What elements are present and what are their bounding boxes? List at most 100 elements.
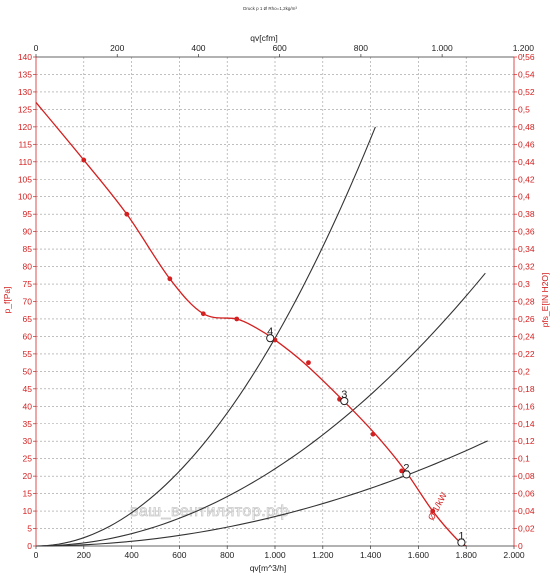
y-left-tick-label: 15 xyxy=(23,489,33,499)
grid-layer xyxy=(36,57,514,546)
y-right-tick-label: 0,28 xyxy=(518,297,535,307)
y-right-tick-label: 0,46 xyxy=(518,139,535,149)
system-curve xyxy=(35,126,376,547)
y-left-tick-label: 20 xyxy=(23,471,33,481)
operating-point-label: 2 xyxy=(403,462,409,474)
x-bottom-tick-label: 1.600 xyxy=(408,550,430,560)
y-right-tick-label: 0 xyxy=(518,541,523,551)
y-right-tick-label: 0,04 xyxy=(518,506,535,516)
system-curves-layer xyxy=(35,126,488,547)
x-top-axis-title: qv[cfm] xyxy=(250,33,277,43)
x-bottom-tick-label: 1.800 xyxy=(456,550,478,560)
curve-marker xyxy=(200,311,206,317)
operating-point-label: 1 xyxy=(458,531,464,543)
x-bottom-tick-label: 800 xyxy=(220,550,234,560)
y-left-tick-label: 90 xyxy=(23,227,33,237)
x-top-tick-label: 1.000 xyxy=(431,43,453,53)
curve-marker xyxy=(81,157,87,163)
system-curve xyxy=(35,272,486,547)
y-right-tick-label: 0,4 xyxy=(518,192,530,202)
y-left-tick-label: 30 xyxy=(23,436,33,446)
pressure-curve-layer xyxy=(35,101,467,547)
y-right-tick-label: 0,38 xyxy=(518,209,535,219)
y-left-axis-title: p_f[Pa] xyxy=(2,287,12,314)
y-left-tick-label: 135 xyxy=(18,69,32,79)
y-right-tick-label: 0,22 xyxy=(518,349,535,359)
x-top-tick-label: 200 xyxy=(110,43,124,53)
y-left-tick-label: 45 xyxy=(23,384,33,394)
x-bottom-tick-label: 2.000 xyxy=(503,550,525,560)
y-left-tick-label: 115 xyxy=(18,139,32,149)
curve-marker xyxy=(167,276,173,282)
chart-header: Druck p 1 Ø Rho=1,2kg/m³ xyxy=(243,6,297,11)
y-left-tick-label: 35 xyxy=(23,419,33,429)
x-bottom-tick-label: 0 xyxy=(34,550,39,560)
watermark-text: ваш_вентилятор.рф xyxy=(130,503,289,520)
curve-marker xyxy=(430,508,436,514)
x-top-tick-label: 1.200 xyxy=(513,43,535,53)
operating-point-marker xyxy=(266,334,275,343)
system-curve xyxy=(35,440,488,547)
y-right-tick-label: 0,34 xyxy=(518,244,535,254)
frame-layer xyxy=(35,56,515,547)
fan-pressure-curve xyxy=(35,101,467,547)
x-bottom-tick-label: 200 xyxy=(77,550,91,560)
y-left-tick-label: 140 xyxy=(18,52,32,62)
y-right-tick-label: 0,56 xyxy=(518,52,535,62)
y-left-tick-label: 10 xyxy=(23,506,33,516)
x-bottom-tick-label: 1.000 xyxy=(264,550,286,560)
y-left-tick-label: 50 xyxy=(23,366,33,376)
x-bottom-tick-label: 1.400 xyxy=(360,550,382,560)
curve-marker xyxy=(399,468,405,474)
y-right-tick-label: 0,24 xyxy=(518,331,535,341)
curve-marker xyxy=(370,431,376,437)
y-left-tick-label: 100 xyxy=(18,192,32,202)
y-right-tick-label: 0,42 xyxy=(518,174,535,184)
x-top-tick-label: 600 xyxy=(273,43,287,53)
y-right-tick-label: 0,3 xyxy=(518,279,530,289)
operating-point-marker xyxy=(402,470,411,479)
x-bottom-tick-label: 1.200 xyxy=(312,550,334,560)
y-left-tick-label: 55 xyxy=(23,349,33,359)
y-right-tick-label: 0,18 xyxy=(518,384,535,394)
watermark-layer: ваш_вентилятор.рф xyxy=(130,503,290,521)
y-left-tick-label: 110 xyxy=(18,157,32,167)
y-right-tick-label: 0,02 xyxy=(518,524,535,534)
y-right-tick-label: 0,08 xyxy=(518,471,535,481)
y-left-tick-label: 25 xyxy=(23,454,33,464)
curve-marker xyxy=(306,360,311,366)
y-left-tick-label: 95 xyxy=(23,209,33,219)
y-right-tick-label: 0,26 xyxy=(518,314,535,324)
curve-marker xyxy=(124,211,130,217)
y-left-tick-label: 80 xyxy=(23,262,33,272)
ticks-layer: 0 200 400 600 800 1.000 1.200 1.400 1.600 1.800 2.… xyxy=(18,43,535,560)
y-left-tick-label: 125 xyxy=(18,104,32,114)
x-top-tick-label: 800 xyxy=(354,43,368,53)
x-bottom-tick-label: 400 xyxy=(125,550,139,560)
y-left-tick-label: 130 xyxy=(18,87,32,97)
y-left-tick-label: 85 xyxy=(23,244,33,254)
y-left-tick-label: 0 xyxy=(27,541,32,551)
y-right-tick-label: 0,36 xyxy=(518,227,535,237)
y-left-tick-label: 65 xyxy=(23,314,33,324)
y-right-tick-label: 0,2 xyxy=(518,366,530,376)
x-bottom-axis-title: qv[m^3/h] xyxy=(250,563,287,573)
y-left-tick-label: 120 xyxy=(18,122,32,132)
x-top-tick-label: 400 xyxy=(191,43,205,53)
x-top-tick-label: 0 xyxy=(34,43,39,53)
operating-point-label: 4 xyxy=(267,326,273,338)
operating-point-label: 3 xyxy=(341,389,347,401)
curve-marker xyxy=(234,316,240,322)
y-left-tick-label: 75 xyxy=(23,279,33,289)
y-right-tick-label: 0,1 xyxy=(518,454,530,464)
y-right-tick-label: 0,5 xyxy=(518,104,530,114)
operating-point-marker xyxy=(340,396,349,406)
y-left-tick-label: 60 xyxy=(23,331,33,341)
y-right-tick-label: 0,54 xyxy=(518,69,535,79)
y-left-tick-label: 5 xyxy=(27,524,32,534)
y-right-tick-label: 0,32 xyxy=(518,262,535,272)
y-right-tick-label: 0,12 xyxy=(518,436,535,446)
y-right-tick-label: 0,16 xyxy=(518,401,535,411)
